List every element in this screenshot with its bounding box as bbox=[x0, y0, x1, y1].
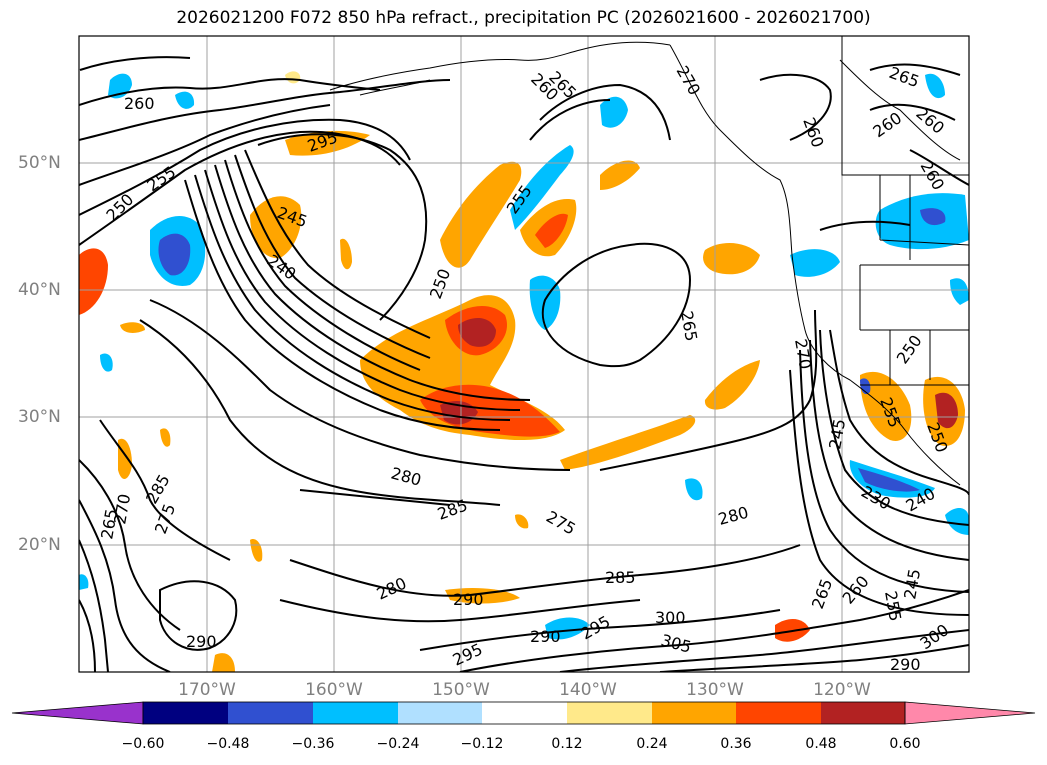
lat-label: 20°N bbox=[18, 535, 61, 555]
contour-label: 290 bbox=[186, 632, 217, 651]
colorbar-bin bbox=[567, 702, 652, 724]
contour-label: 260 bbox=[124, 94, 155, 113]
colorbar-tick: 0.36 bbox=[720, 736, 752, 752]
coastlines bbox=[329, 36, 969, 486]
lon-label: 170°W bbox=[178, 680, 236, 700]
contour-label: 290 bbox=[890, 655, 921, 674]
map-title: 2026021200 F072 850 hPa refract., precip… bbox=[176, 8, 871, 28]
colorbar-bin bbox=[821, 702, 905, 724]
contour-label: 290 bbox=[530, 627, 561, 646]
precip-negative-shading bbox=[79, 73, 969, 640]
lon-label: 120°W bbox=[813, 680, 871, 700]
contour-label: 285 bbox=[605, 568, 636, 587]
colorbar-max-extension bbox=[904, 701, 1036, 725]
colorbar-tick: 0.12 bbox=[551, 736, 583, 752]
lon-label: 130°W bbox=[686, 680, 744, 700]
colorbar-tick: 0.24 bbox=[636, 736, 668, 752]
lon-label: 140°W bbox=[559, 680, 617, 700]
colorbar-bin bbox=[313, 702, 398, 724]
contour-label: 300 bbox=[655, 608, 686, 627]
map-area: 260 255 250 245 240 250 255 260 265 270 … bbox=[79, 36, 969, 674]
colorbar-bin bbox=[652, 702, 736, 724]
lon-label: 160°W bbox=[305, 680, 363, 700]
colorbar-tick: −0.48 bbox=[206, 736, 250, 752]
lat-label: 30°N bbox=[18, 407, 61, 427]
map-frame bbox=[78, 35, 970, 673]
colorbar-tick: −0.12 bbox=[460, 736, 504, 752]
colorbar-tick: 0.60 bbox=[889, 736, 921, 752]
colorbar-bin bbox=[143, 702, 228, 724]
colorbar-tick: 0.48 bbox=[805, 736, 837, 752]
colorbar-min-extension bbox=[11, 701, 144, 725]
colorbar-bin bbox=[398, 702, 482, 724]
lat-label: 40°N bbox=[18, 280, 61, 300]
colorbar-bin bbox=[228, 702, 313, 724]
contour-label: 290 bbox=[453, 590, 484, 609]
lon-label: 150°W bbox=[432, 680, 490, 700]
colorbar-tick: −0.60 bbox=[121, 736, 165, 752]
colorbar-bin bbox=[482, 702, 567, 724]
lat-label: 50°N bbox=[18, 153, 61, 173]
colorbar bbox=[11, 701, 1036, 725]
colorbar-tick: −0.36 bbox=[291, 736, 335, 752]
colorbar-bin bbox=[736, 702, 821, 724]
refractivity-contours bbox=[79, 56, 969, 672]
colorbar-tick: −0.24 bbox=[376, 736, 420, 752]
